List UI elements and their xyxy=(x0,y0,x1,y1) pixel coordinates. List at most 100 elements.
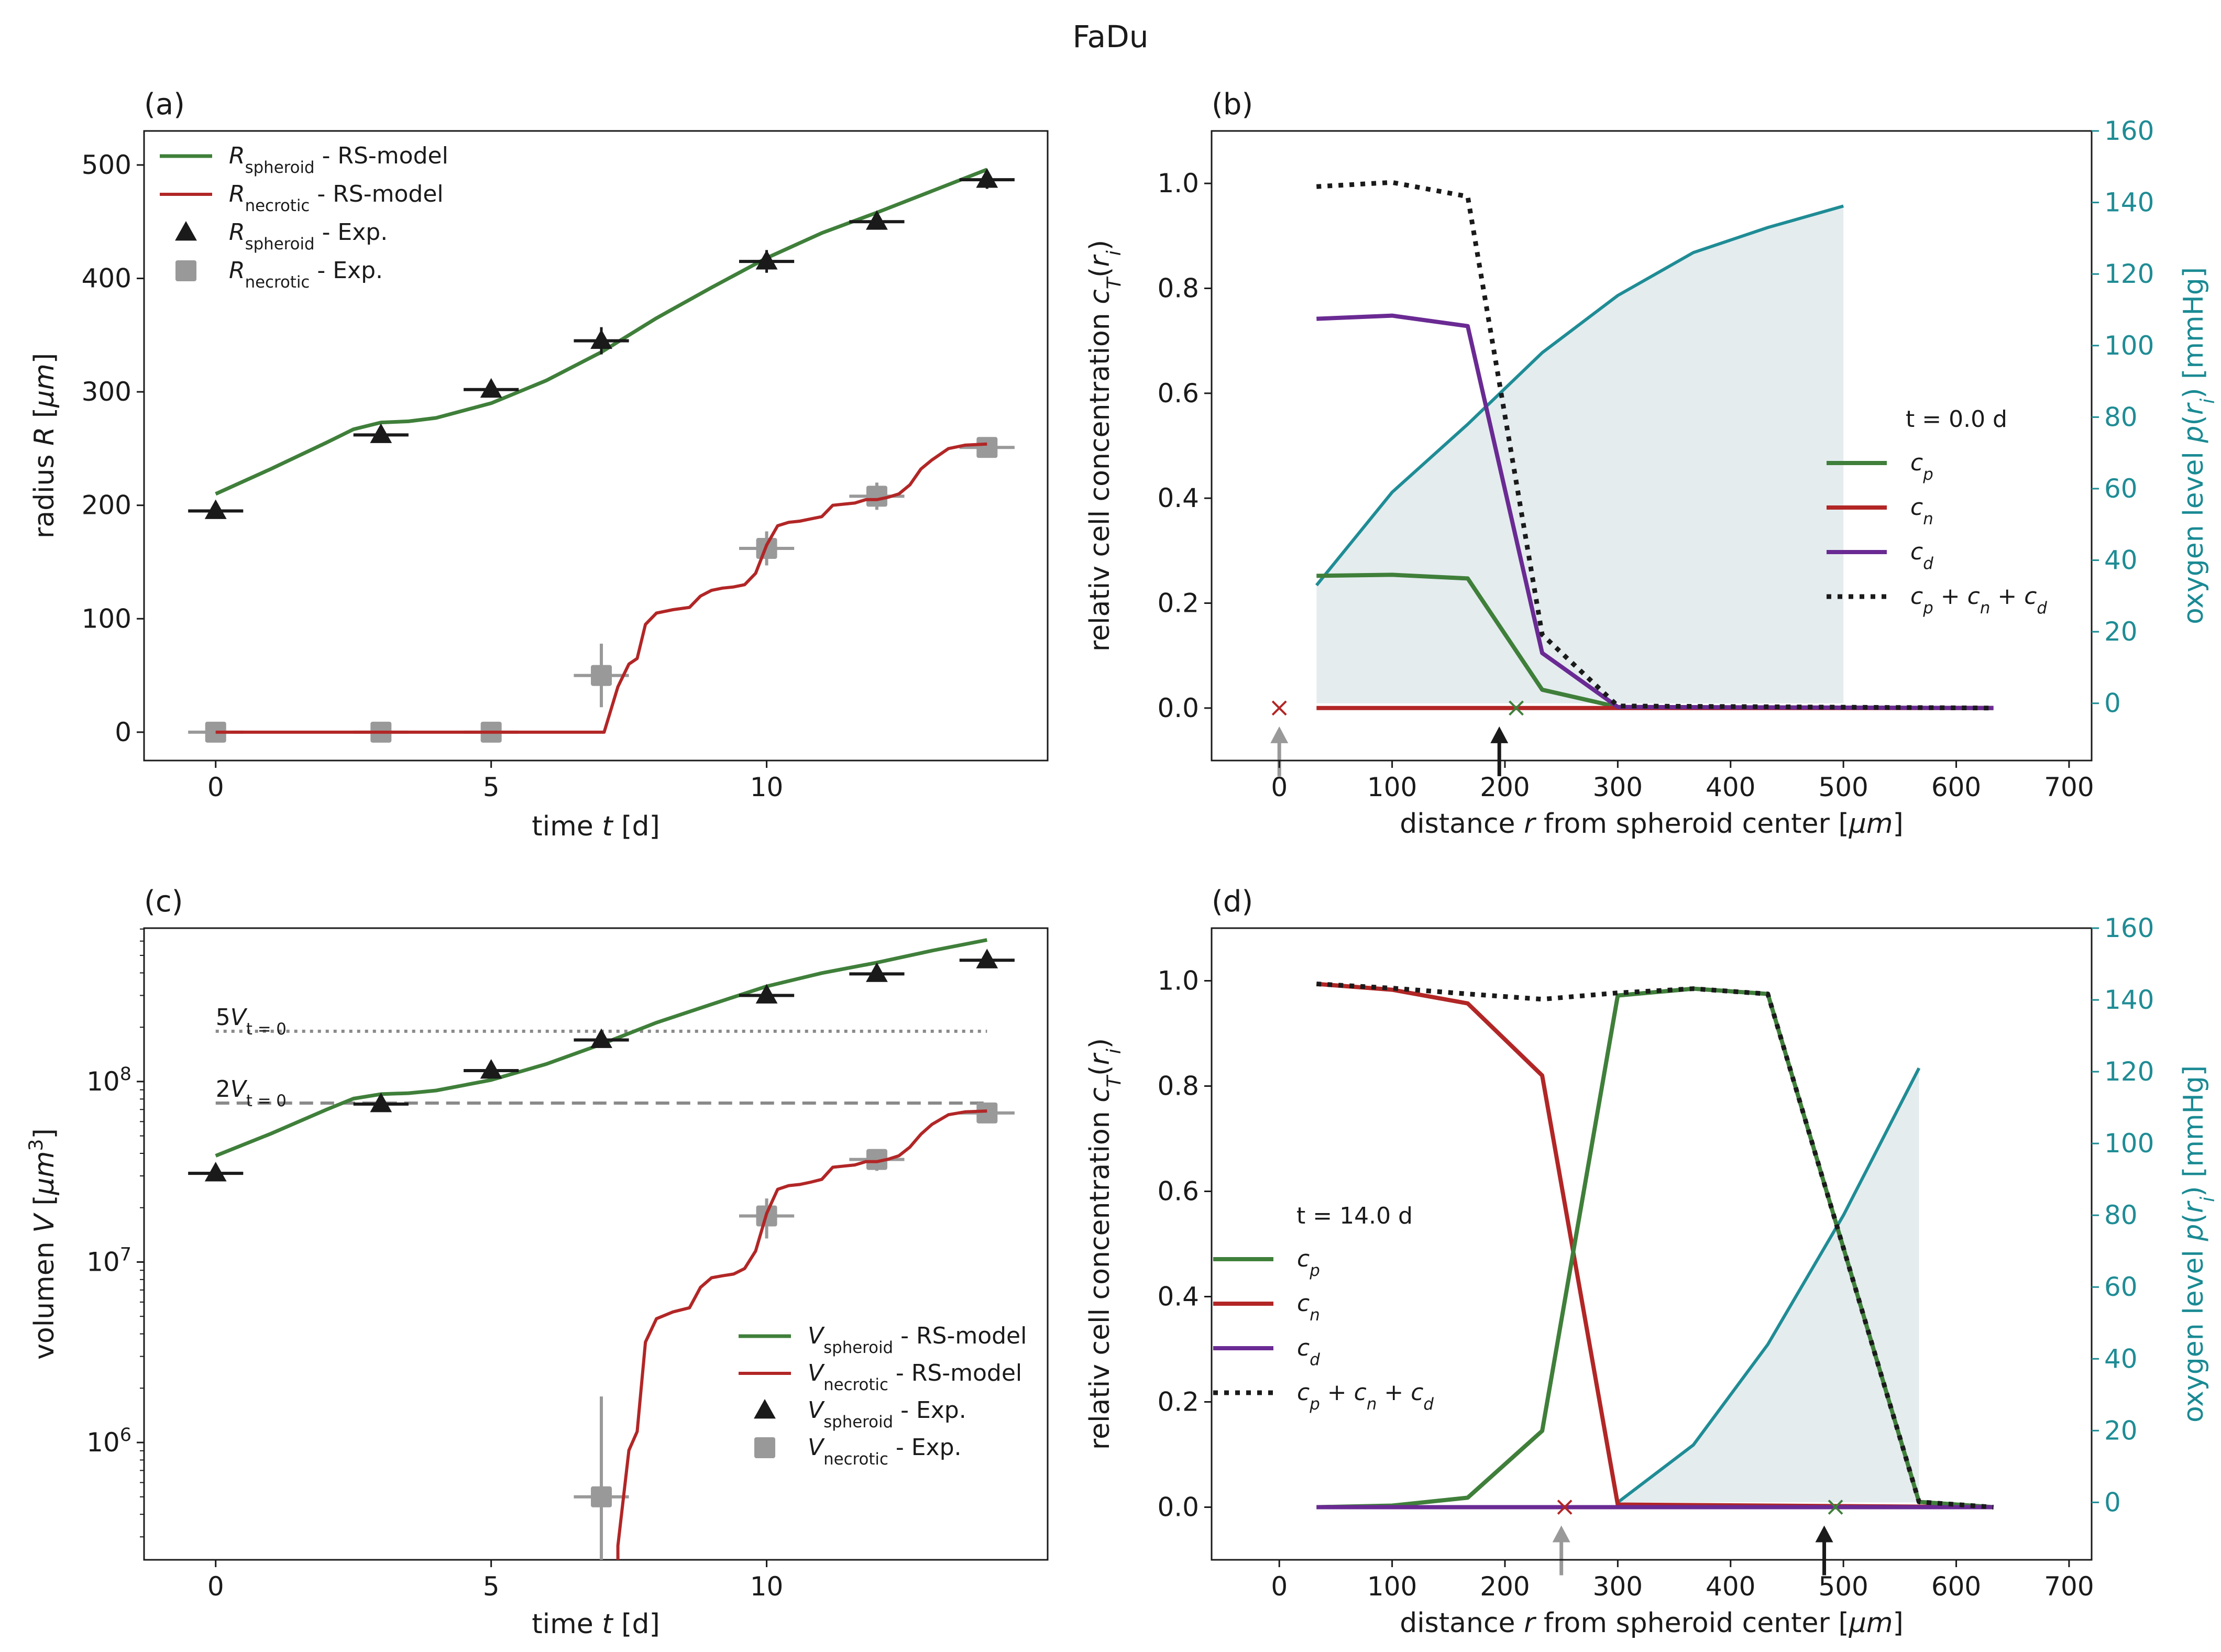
y-axis-label: relativ cell concentration cT(ri) xyxy=(1084,240,1125,652)
legend-label: cp xyxy=(1910,449,1933,484)
y-tick-label: 0 xyxy=(2104,688,2121,719)
x-tick-label: 400 xyxy=(1706,772,1755,802)
y-tick-label: 1.0 xyxy=(1157,168,1199,199)
x-marker xyxy=(1271,700,1287,716)
y-tick-label: 80 xyxy=(2104,1200,2138,1230)
triangle-marker xyxy=(480,1059,502,1079)
arrow-head xyxy=(1490,726,1509,743)
y-tick-label: 120 xyxy=(2104,259,2154,289)
square-marker xyxy=(754,1437,775,1458)
triangle-marker xyxy=(480,378,502,398)
y-tick-label: 0 xyxy=(2104,1487,2121,1517)
y-tick-label: 0.4 xyxy=(1157,1282,1199,1312)
y-tick-label: 140 xyxy=(2104,985,2154,1015)
y-tick-label: 0.0 xyxy=(1157,693,1199,723)
x-tick-label: 600 xyxy=(1931,772,1981,802)
x-tick-label: 5 xyxy=(483,772,500,802)
y-tick-label: 160 xyxy=(2104,913,2154,943)
triangle-marker xyxy=(175,221,197,241)
arrow-head xyxy=(1270,726,1289,743)
axes-frame xyxy=(143,927,1049,1561)
panel-a-label: (a) xyxy=(144,87,185,122)
triangle-marker xyxy=(590,329,612,349)
sum-concentration-line xyxy=(1316,982,1994,1510)
axes-frame xyxy=(1211,927,2093,1561)
y-tick-label: 40 xyxy=(2104,1343,2138,1374)
triangle-marker xyxy=(755,250,778,270)
necrotic-volume-line xyxy=(616,1109,987,1560)
legend-label: cd xyxy=(1297,1335,1320,1369)
legend-label: Vnecrotic - RS-model xyxy=(808,1360,1022,1394)
square-marker xyxy=(175,260,196,281)
triangle-marker xyxy=(866,962,888,982)
legend-label: cd xyxy=(1910,538,1933,573)
y-tick-label: 200 xyxy=(82,490,131,521)
x-tick-label: 100 xyxy=(1367,1571,1417,1602)
panel-b: (b)0 100 200 300 400 500 600 7000.00.20.40.60.8… xyxy=(1084,87,2219,840)
y-tick-label: 0.2 xyxy=(1157,588,1199,619)
y-tick-label: 500 xyxy=(82,150,131,180)
arrow-head xyxy=(1815,1525,1833,1543)
y-tick-label: 80 xyxy=(2104,402,2138,432)
spheroid-volume-line xyxy=(215,938,987,1158)
y-axis-label: radius R [μm] xyxy=(29,353,60,538)
triangle-marker xyxy=(590,1028,612,1048)
panel-label: (b) xyxy=(1212,87,1253,122)
triangle-marker xyxy=(754,1399,776,1419)
legend-label: Vspheroid - Exp. xyxy=(808,1397,966,1431)
x-tick-label: 10 xyxy=(750,1571,784,1602)
oxygen-line xyxy=(1315,204,1844,587)
panel-label: (d) xyxy=(1212,885,1253,919)
x-tick-label: 700 xyxy=(2044,772,2094,802)
axes-frame xyxy=(143,130,1049,762)
x-tick-label: 200 xyxy=(1480,1571,1530,1602)
legend-label: Vnecrotic - Exp. xyxy=(808,1434,962,1469)
y-tick-label: 120 xyxy=(2104,1056,2154,1087)
legend-label: Rnecrotic - RS-model xyxy=(229,181,444,215)
x-tick-label: 0 xyxy=(207,772,224,802)
legend-label: cp + cn + cd xyxy=(1910,583,2047,618)
spheroid-radius-line xyxy=(215,168,988,496)
x-axis-label: distance r from spheroid center [μm] xyxy=(1400,1607,1904,1639)
legend-label: cn xyxy=(1297,1290,1320,1325)
y-tick-label: 0.0 xyxy=(1157,1492,1199,1523)
x-marker xyxy=(1828,1500,1843,1515)
y-tick-label: 60 xyxy=(2104,1272,2138,1302)
x-tick-label: 5 xyxy=(483,1571,500,1602)
triangle-marker xyxy=(370,423,392,443)
x-tick-label: 300 xyxy=(1593,772,1643,802)
x-tick-label: 400 xyxy=(1706,1571,1755,1602)
y-tick-label: 0.2 xyxy=(1157,1387,1199,1417)
x-tick-label: 300 xyxy=(1593,1571,1643,1602)
y-tick-label: 0 xyxy=(115,717,131,747)
x-axis-label: time t [d] xyxy=(532,1609,660,1640)
legend-label: Rnecrotic - Exp. xyxy=(229,257,383,292)
necrotic-radius-line xyxy=(215,442,987,734)
x-tick-label: 500 xyxy=(1818,1571,1868,1602)
x-marker xyxy=(1557,1500,1573,1515)
c-n-line xyxy=(1316,982,1994,1510)
x-marker xyxy=(1509,700,1524,716)
triangle-marker xyxy=(976,168,998,188)
y-tick-label: 108 xyxy=(86,1064,131,1097)
y-tick-label: 1.0 xyxy=(1157,966,1199,996)
y-tick-label: 40 xyxy=(2104,545,2138,576)
y-axis-label: volumen V [μm3] xyxy=(25,1128,61,1360)
legend-label: Vspheroid - RS-model xyxy=(808,1323,1027,1357)
y-tick-label: 300 xyxy=(82,377,131,407)
x-tick-label: 0 xyxy=(207,1571,224,1602)
square-marker xyxy=(591,1486,612,1507)
arrow-head xyxy=(1552,1525,1570,1543)
ref-label-2v: 2Vt = 0 xyxy=(216,1076,287,1110)
figure-title: FaDu xyxy=(1073,19,1149,54)
square-marker xyxy=(866,486,887,507)
panel-c-label: (c) xyxy=(144,885,183,919)
y-tick-label: 100 xyxy=(2104,331,2154,361)
axes-frame xyxy=(1211,130,2093,762)
oxygen-fill-area xyxy=(1316,206,1844,703)
panel-c: 0 5 10 106 107 108 (c) time t [d] volumen V [μm3… xyxy=(25,885,1049,1640)
y-tick-label: 0.6 xyxy=(1157,1176,1199,1207)
y-tick-label: 160 xyxy=(2104,116,2154,146)
x-tick-label: 0 xyxy=(1271,1571,1288,1602)
